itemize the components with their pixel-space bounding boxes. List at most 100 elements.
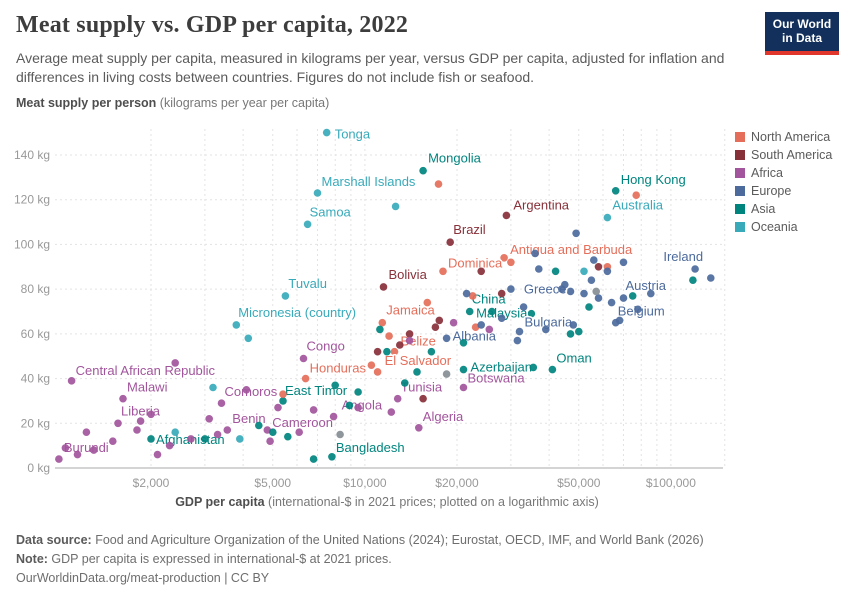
data-point-greece[interactable] [566,287,575,296]
data-point[interactable] [619,258,628,267]
data-point[interactable] [413,368,421,376]
data-point[interactable] [284,432,292,441]
data-point[interactable] [431,323,440,332]
data-point-tuvalu[interactable] [281,292,290,300]
data-point[interactable] [513,336,522,345]
data-point[interactable] [61,444,70,452]
data-point[interactable] [569,321,578,329]
data-point[interactable] [497,289,506,298]
data-point[interactable] [531,249,539,258]
legend-item-asia[interactable]: Asia [735,202,832,216]
data-point[interactable] [385,332,393,340]
data-point[interactable] [266,437,274,446]
data-point-bolivia[interactable] [379,283,388,291]
data-point[interactable] [336,430,344,439]
data-point-oman[interactable] [548,365,557,374]
data-point[interactable] [187,435,195,443]
data-point[interactable] [462,289,471,298]
data-point[interactable] [707,274,715,282]
data-point-afghanistan[interactable] [147,435,155,443]
data-point-hong-kong[interactable] [611,187,620,195]
data-point[interactable] [345,401,354,410]
data-point[interactable] [572,229,580,238]
data-point[interactable] [580,289,588,298]
data-point[interactable] [442,370,451,378]
data-point-botswana[interactable] [459,383,468,392]
data-point[interactable] [331,381,340,390]
data-point[interactable] [295,428,304,437]
data-point[interactable] [236,435,244,443]
data-point[interactable] [147,410,155,419]
data-point-algeria[interactable] [415,424,423,432]
data-point-honduras[interactable] [301,374,310,383]
data-point[interactable] [209,383,217,392]
data-point-azerbaijan[interactable] [459,365,468,374]
data-point[interactable] [607,298,616,307]
data-point[interactable] [585,303,593,311]
data-point[interactable] [136,417,145,425]
data-point[interactable] [242,386,251,394]
data-point[interactable] [435,316,444,325]
data-point[interactable] [587,276,596,285]
data-point[interactable] [367,361,376,370]
data-point-albania[interactable] [442,334,451,343]
data-point-australia[interactable] [603,213,612,222]
data-point-el-salvador[interactable] [373,368,382,376]
data-point[interactable] [558,285,566,293]
data-point[interactable] [551,267,560,276]
data-point[interactable] [507,258,515,267]
data-point-liberia[interactable] [114,419,122,428]
data-point[interactable] [269,428,277,437]
data-point-antigua-and-barbuda[interactable] [500,253,508,262]
data-point[interactable] [405,330,414,338]
data-point[interactable] [254,421,263,430]
data-point[interactable] [171,359,179,367]
data-point[interactable] [594,263,603,271]
data-point[interactable] [419,394,427,403]
data-point-argentina[interactable] [502,211,511,220]
data-point[interactable] [90,446,98,454]
data-point[interactable] [387,408,396,416]
data-point-comoros[interactable] [217,399,226,408]
data-point-jamaica[interactable] [378,318,387,327]
data-point[interactable] [373,347,382,356]
data-point[interactable] [171,428,179,437]
data-point[interactable] [427,347,436,356]
data-point[interactable] [434,180,443,188]
data-point[interactable] [165,441,174,450]
data-point[interactable] [632,191,640,199]
data-point[interactable] [468,292,477,300]
data-point[interactable] [396,341,404,349]
legend-item-north-america[interactable]: North America [735,130,832,144]
data-point[interactable] [519,303,528,311]
data-point[interactable] [423,298,432,307]
data-point[interactable] [354,403,362,412]
data-point[interactable] [73,450,82,459]
data-point[interactable] [133,426,141,434]
data-point[interactable] [477,321,486,329]
data-point-tunisia[interactable] [393,394,402,403]
data-point[interactable] [580,267,588,276]
data-point[interactable] [529,363,538,372]
data-point-samoa[interactable] [303,220,312,229]
data-point[interactable] [647,289,655,298]
data-point-tonga[interactable] [322,128,331,137]
data-point-belize[interactable] [390,347,399,356]
data-point-burundi[interactable] [55,455,63,463]
data-point[interactable] [566,330,575,338]
data-point[interactable] [477,267,486,276]
legend-item-europe[interactable]: Europe [735,184,832,198]
data-point-austria[interactable] [619,294,628,302]
data-point-congo[interactable] [299,354,308,363]
data-point[interactable] [401,379,409,387]
data-point[interactable] [309,406,318,414]
data-point[interactable] [109,437,117,446]
data-point[interactable] [82,428,91,437]
legend-item-oceania[interactable]: Oceania [735,220,832,234]
data-point[interactable] [497,314,506,323]
data-point-central-african-republic[interactable] [67,377,76,385]
data-point[interactable] [590,256,598,264]
data-point[interactable] [383,347,391,356]
data-point[interactable] [615,316,624,325]
legend-item-south-america[interactable]: South America [735,148,832,162]
